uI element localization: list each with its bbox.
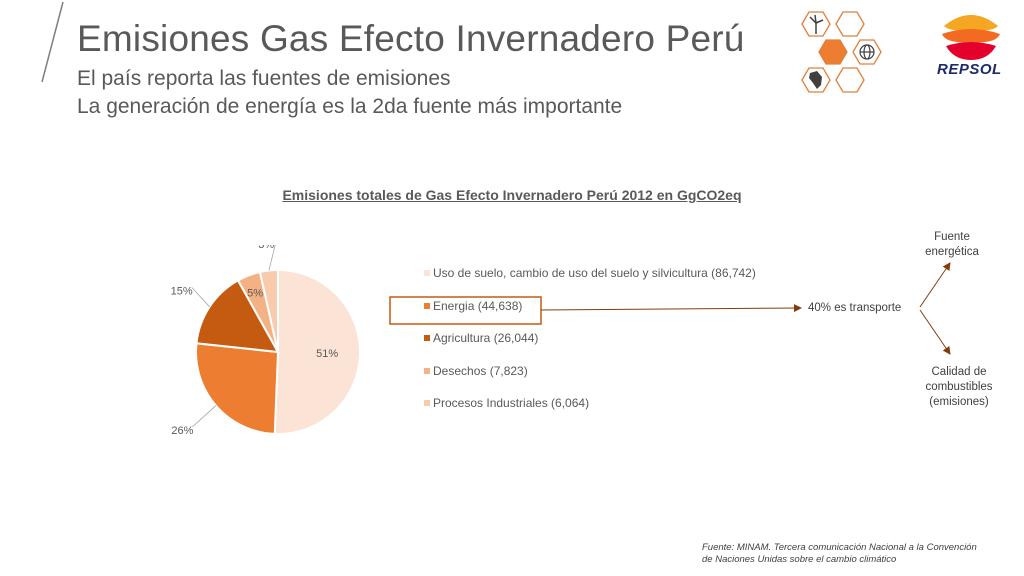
peru-map-icon bbox=[809, 71, 822, 89]
calidad-line-3: (emisiones) bbox=[929, 396, 989, 408]
repsol-logo bbox=[942, 15, 1000, 60]
source-line-1: Fuente: MINAM. Tercera comunicación Naci… bbox=[702, 542, 977, 553]
fuente-energetica-annotation: Fuente energética bbox=[918, 230, 986, 260]
leader-line-agricultura bbox=[191, 287, 210, 308]
pie-label-desechos: 5% bbox=[247, 287, 263, 299]
page-subtitle-1: El país reporta las fuentes de emisiones bbox=[77, 67, 451, 90]
source-note: Fuente: MINAM. Tercera comunicación Naci… bbox=[702, 542, 1002, 566]
fuente-line-2: energética bbox=[925, 246, 979, 258]
pie-label-agricultura: 15% bbox=[171, 285, 193, 297]
pie-label-procesos-industriales: 3% bbox=[258, 245, 274, 251]
leader-line-procesos-industriales bbox=[268, 245, 276, 271]
legend-swatch bbox=[424, 367, 430, 374]
calidad-line-2: combustibles bbox=[925, 381, 993, 393]
legend-label: Energia (44,638) bbox=[433, 298, 523, 313]
fuente-arrow bbox=[919, 262, 951, 308]
legend-item-agricultura: Agricultura (26,044) bbox=[424, 331, 538, 345]
legend-label: Agricultura (26,044) bbox=[433, 331, 539, 345]
legend-label: Uso de suelo, cambio de uso del suelo y … bbox=[433, 266, 756, 280]
source-line-2: de Naciones Unidas sobre el cambio climá… bbox=[702, 554, 897, 565]
wind-turbine-icon bbox=[809, 14, 824, 34]
legend-swatch bbox=[424, 302, 430, 309]
legend-item-uso-de-suelo-cambio-de-uso-del-suelo-y-silvicultura: Uso de suelo, cambio de uso del suelo y … bbox=[424, 266, 756, 280]
legend-swatch bbox=[424, 335, 430, 341]
pie-slice-agricultura bbox=[195, 279, 280, 354]
legend-item-desechos: Desechos (7,823) bbox=[424, 364, 528, 378]
legend-label: Desechos (7,823) bbox=[433, 363, 528, 378]
legend-label: Procesos Industriales (6,064) bbox=[433, 396, 590, 410]
leader-line-energia bbox=[192, 405, 217, 428]
fuente-line-1: Fuente bbox=[934, 231, 970, 243]
repsol-logo-text: REPSOL bbox=[937, 61, 1002, 78]
calidad-combustibles-annotation: Calidad de combustibles (emisiones) bbox=[917, 365, 1001, 410]
calidad-line-1: Calidad de bbox=[931, 366, 987, 378]
page-subtitle-2: La generación de energía es la 2da fuent… bbox=[77, 95, 623, 118]
globe-icon bbox=[859, 44, 875, 60]
legend-swatch bbox=[424, 270, 430, 276]
energia-highlight-box bbox=[389, 296, 542, 325]
legend-item-procesos-industriales: Procesos Industriales (6,064) bbox=[424, 396, 589, 410]
pie-label-energia: 26% bbox=[171, 425, 193, 437]
decorative-slash bbox=[41, 1, 64, 83]
transport-annotation: 40% es transporte bbox=[808, 302, 902, 314]
pie-chart: 51% 26% 15% 5% 3% bbox=[171, 245, 361, 437]
pie-label-uso-de-suelo-cambio-de-uso-del-suelo-y-silvicultura: 51% bbox=[316, 348, 338, 360]
chart-title: Emisiones totales de Gas Efecto Invernad… bbox=[282, 187, 742, 203]
legend-swatch bbox=[424, 400, 430, 406]
honeycomb-icons bbox=[801, 11, 882, 93]
pie-slice-procesos-industriales bbox=[258, 268, 279, 353]
page-title: Emisiones Gas Efecto Invernadero Perú bbox=[77, 18, 745, 59]
calidad-arrow bbox=[919, 309, 951, 355]
pie-slice-uso-de-suelo-cambio-de-uso-del-suelo-y-silvicultura bbox=[273, 268, 361, 435]
transport-arrow bbox=[540, 304, 802, 313]
legend-item-energia: Energia (44,638) bbox=[424, 299, 522, 313]
